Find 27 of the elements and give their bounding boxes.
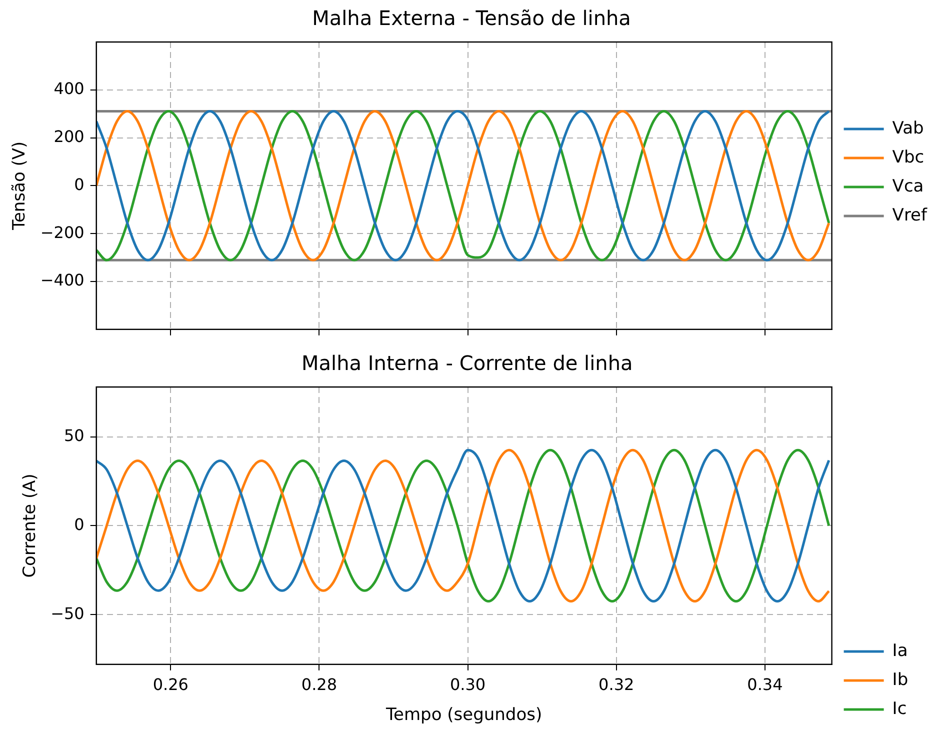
y-tick-label: 200 — [54, 126, 84, 146]
legend-label: Vref — [892, 205, 928, 226]
x-axis-title: Tempo (segundos) — [385, 705, 542, 726]
chart-title: Malha Externa - Tensão de linha — [312, 6, 631, 30]
legend-label: Vca — [892, 176, 924, 196]
x-tick-label: 0.34 — [747, 675, 783, 694]
legend-label: Ic — [892, 698, 907, 719]
x-tick-label: 0.30 — [450, 675, 486, 694]
x-tick-label: 0.28 — [301, 675, 338, 694]
legend-label: Vab — [892, 118, 924, 138]
y-tick-label: 0 — [74, 514, 84, 534]
y-tick-label: 400 — [54, 79, 84, 98]
y-tick-label: −50 — [50, 604, 84, 623]
legend-label: Ib — [892, 670, 908, 690]
y-tick-label: −400 — [40, 270, 84, 290]
legend-label: Ia — [892, 640, 908, 661]
y-axis-title: Tensão (V) — [10, 141, 30, 232]
y-axis-title: Corrente (A) — [20, 474, 40, 578]
y-tick-label: −200 — [40, 222, 84, 242]
line-series — [96, 448, 830, 603]
x-tick-label: 0.26 — [152, 675, 188, 694]
legend-label: Vbc — [892, 147, 924, 168]
y-tick-label: 0 — [74, 174, 84, 194]
x-tick-label: 0.32 — [598, 675, 634, 694]
line-series — [96, 110, 830, 262]
chart-title: Malha Interna - Corrente de linha — [302, 351, 633, 376]
y-tick-label: 50 — [64, 426, 84, 445]
